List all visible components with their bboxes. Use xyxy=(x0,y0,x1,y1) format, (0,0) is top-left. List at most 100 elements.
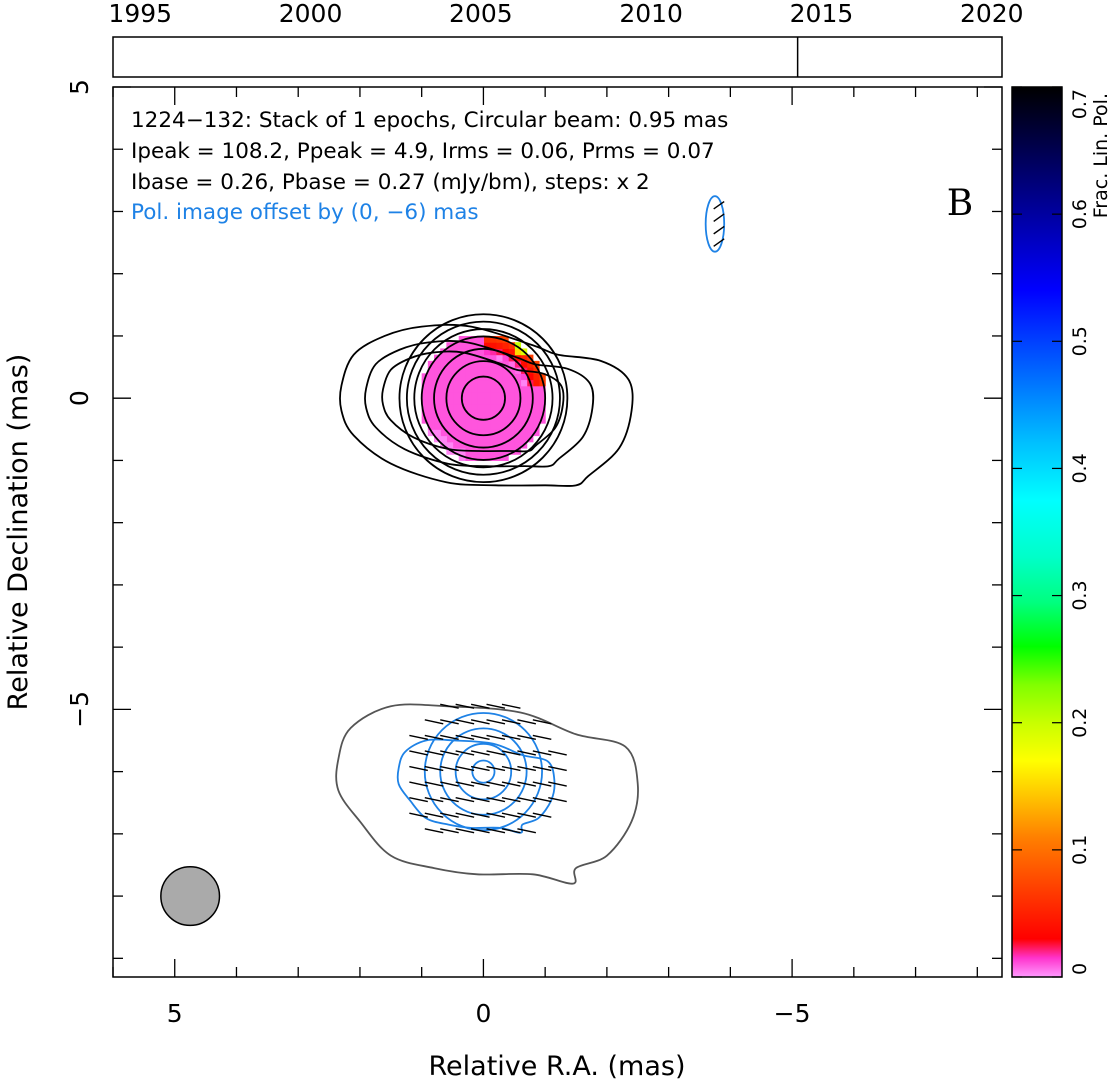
fracpol-pixel xyxy=(532,367,540,374)
evpa-vector xyxy=(409,781,428,787)
fracpol-pixel xyxy=(483,367,491,374)
fracpol-pixel xyxy=(464,416,472,424)
fracpol-pixel xyxy=(427,423,435,430)
fracpol-pixel xyxy=(464,335,472,343)
fracpol-pixel xyxy=(489,348,497,356)
map-panel: 5 0 −5 5 0 −5 Relative R.A. (mas) Relative De… xyxy=(3,79,1003,1082)
fracpol-pixel xyxy=(440,391,447,399)
fracpol-pixel xyxy=(520,379,528,387)
evpa-vector xyxy=(532,734,552,741)
map-frame xyxy=(112,86,1003,978)
fracpol-pixel xyxy=(483,335,491,343)
fracpol-pixel xyxy=(501,441,509,449)
intensity-contour xyxy=(460,375,506,421)
fracpol-pixel xyxy=(532,373,540,381)
fracpol-pixel xyxy=(501,454,509,462)
fracpol-pixel xyxy=(532,416,540,424)
fracpol-pixel xyxy=(538,416,546,424)
timeline-tick-label: 2020 xyxy=(960,0,1024,28)
fracpol-pixel xyxy=(514,342,522,349)
fracpol-pixel xyxy=(471,367,478,374)
fracpol-pixel xyxy=(514,435,522,443)
intensity-contour xyxy=(433,347,534,449)
fracpol-pixel xyxy=(477,423,485,430)
polarized-contour xyxy=(439,727,528,816)
fracpol-pixel xyxy=(446,398,454,405)
fracpol-pixel xyxy=(501,354,509,362)
fracpol-pixel xyxy=(452,373,460,381)
fracpol-pixel xyxy=(446,404,454,412)
fracpol-pixel xyxy=(477,348,485,356)
fracpol-pixel xyxy=(464,342,472,349)
fracpol-pixel xyxy=(489,429,497,437)
fracpol-pixel xyxy=(483,354,491,362)
fracpol-pixel xyxy=(458,435,466,443)
fracpol-pixel xyxy=(508,416,515,424)
evpa-vector xyxy=(409,765,428,772)
evpa-vector xyxy=(517,796,537,803)
fracpol-pixel xyxy=(508,367,515,374)
fracpol-pixel xyxy=(508,360,515,368)
fracpol-pixel xyxy=(452,448,460,455)
fracpol-pixel xyxy=(471,379,478,387)
fracpol-pixel xyxy=(489,454,497,462)
fracpol-pixel xyxy=(452,404,460,412)
fracpol-pixel xyxy=(434,367,441,374)
fracpol-pixel xyxy=(440,404,447,412)
fracpol-pixel xyxy=(526,416,534,424)
fracpol-pixel xyxy=(471,391,478,399)
evpa-vector xyxy=(501,719,521,725)
fracpol-pixel xyxy=(526,360,534,368)
colorbar-tick-label: 0.1 xyxy=(1069,835,1091,865)
fracpol-pixel xyxy=(483,398,491,405)
fracpol-pixel xyxy=(501,404,509,412)
panel-label: B xyxy=(947,183,973,224)
fracpol-pixel xyxy=(464,354,472,362)
fracpol-pixel xyxy=(538,373,546,381)
fracpol-pixel xyxy=(483,360,491,368)
fracpol-pixel xyxy=(446,441,454,449)
timeline-frame xyxy=(112,36,1003,78)
fracpol-pixel xyxy=(458,360,466,368)
fracpol-pixel xyxy=(452,342,460,349)
colorbar-tick-label: 0.3 xyxy=(1069,580,1091,610)
y-axis-title: Relative Declination (mas) xyxy=(3,354,34,711)
fracpol-pixel xyxy=(440,385,447,393)
fracpol-pixel xyxy=(434,385,441,393)
fracpol-pixel xyxy=(520,373,528,381)
fracpol-pixel xyxy=(532,385,540,393)
evpa-vector xyxy=(440,750,459,756)
fracpol-pixel xyxy=(489,360,497,368)
map-axis-ticks xyxy=(112,86,1002,977)
fracpol-pixel xyxy=(446,385,454,393)
fracpol-pixel xyxy=(440,410,447,418)
fracpol-pixel xyxy=(495,423,503,430)
evpa-vector xyxy=(424,781,444,787)
fracpol-pixel xyxy=(477,404,485,412)
fracpol-pixel xyxy=(458,423,466,430)
evpa-vector xyxy=(455,828,475,834)
evpa-vector xyxy=(409,750,428,756)
fracpol-pixel xyxy=(489,441,497,449)
fracpol-pixel xyxy=(471,342,478,349)
evpa-vector xyxy=(470,796,490,803)
timeline-tick-label: 2015 xyxy=(790,0,854,28)
fracpol-pixel xyxy=(458,354,466,362)
fracpol-pixel xyxy=(508,404,515,412)
x-axis-title: Relative R.A. (mas) xyxy=(429,1051,686,1082)
fracpol-pixel xyxy=(427,379,435,387)
evpa-vector xyxy=(470,781,490,787)
x-axis-tick-label: −5 xyxy=(774,999,811,1028)
map-axis-tick-labels: 5 0 −5 5 0 −5 xyxy=(65,79,811,1028)
polarized-contour xyxy=(423,712,543,832)
fracpol-pixel xyxy=(458,454,466,462)
evpa-vector xyxy=(486,796,506,803)
fracpol-pixel xyxy=(471,423,478,430)
fracpol-pixel xyxy=(471,348,478,356)
polarized-contour xyxy=(396,738,556,834)
epoch-timeline: 1995 2000 2005 2010 2015 2020 xyxy=(108,0,1024,78)
beam-ellipse xyxy=(160,866,221,927)
evpa-vector xyxy=(486,719,506,725)
fracpol-pixel xyxy=(483,441,491,449)
fracpol-pixel xyxy=(471,385,478,393)
